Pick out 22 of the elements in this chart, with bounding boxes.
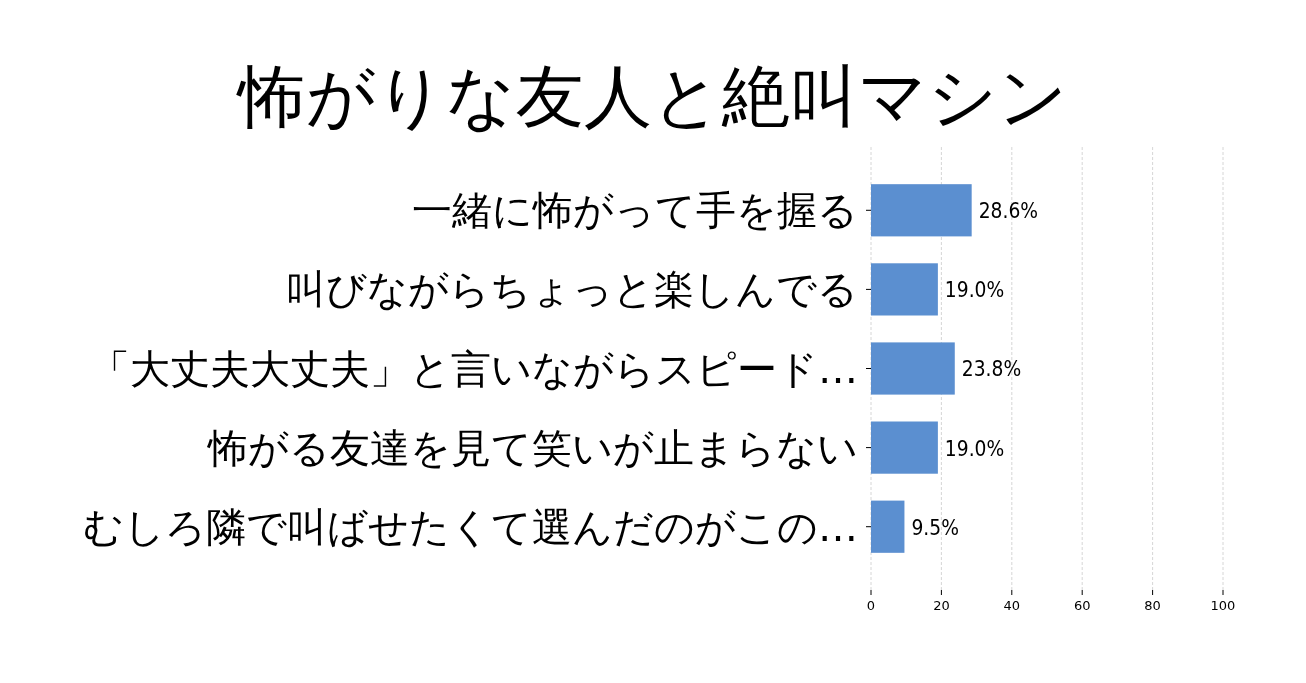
data-label: 19.0% xyxy=(944,276,1005,303)
data-label: 19.0% xyxy=(944,435,1005,461)
data-label: 28.6% xyxy=(978,197,1039,224)
y-tick-label: 「大丈夫大丈夫」と言いながらスピード… xyxy=(90,345,858,392)
y-tick-label: 一緒に怖がって手を握る xyxy=(412,187,858,234)
x-tick-label: 0 xyxy=(866,598,876,613)
bar xyxy=(871,500,905,553)
chart-title: 怖がりな友人と絶叫マシン xyxy=(236,57,1068,136)
data-label: 23.8% xyxy=(961,356,1022,382)
bar xyxy=(871,342,955,395)
bar xyxy=(871,421,938,474)
y-tick-label: 怖がる友達を見て笑いが止まらない xyxy=(206,424,858,471)
x-tick-label: 80 xyxy=(1144,598,1161,613)
x-tick-label: 60 xyxy=(1073,598,1091,613)
x-tick-label: 100 xyxy=(1210,598,1236,613)
y-tick-label: 叫びながらちょっと楽しんでる xyxy=(286,266,858,313)
bar xyxy=(871,263,938,316)
data-label: 9.5% xyxy=(911,514,959,541)
y-tick-label: むしろ隣で叫ばせたくて選んだのがこの… xyxy=(83,503,858,550)
bar xyxy=(871,184,972,237)
x-tick-label: 40 xyxy=(1003,598,1021,613)
x-tick-label: 20 xyxy=(933,598,950,613)
